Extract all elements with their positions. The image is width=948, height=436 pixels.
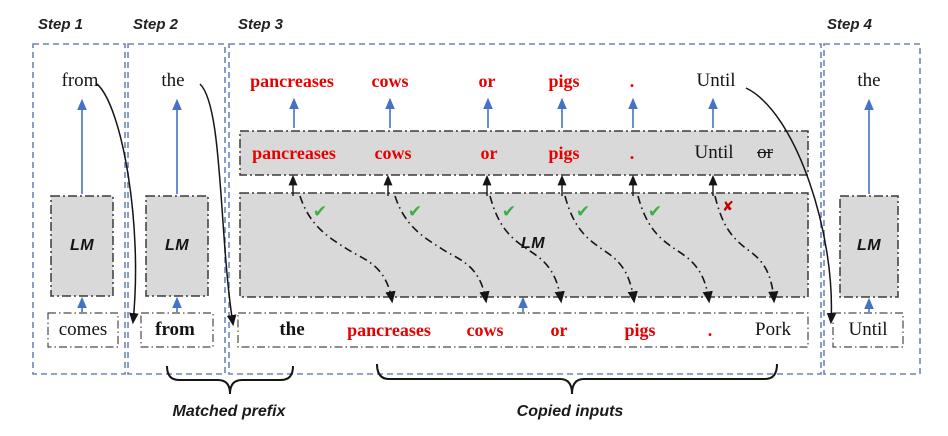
output-token: cows — [371, 71, 409, 91]
verify-up-arrows — [288, 174, 718, 196]
output-token: . — [629, 71, 635, 91]
input-token: Pork — [755, 319, 791, 340]
output-token: or — [478, 71, 496, 91]
draft-token: cows — [374, 143, 412, 163]
input-token: the — [279, 319, 305, 340]
step1-input-box — [47, 312, 119, 348]
next-step-arrows — [96, 83, 837, 327]
draft-token: . — [629, 143, 635, 163]
blue-output-arrows — [77, 97, 874, 194]
accept-check-icon: ✔ — [501, 202, 517, 222]
step3-input-box — [237, 312, 809, 348]
accept-check-icon: ✔ — [647, 202, 663, 222]
output-token: from — [61, 70, 99, 91]
draft-token: Until — [694, 142, 734, 163]
matched-prefix-brace — [166, 365, 294, 395]
step4-box — [823, 43, 921, 375]
step3-draft-band — [239, 130, 809, 176]
step3-box — [228, 43, 822, 375]
step3-label: Step 3 — [238, 16, 284, 33]
step2-input-box — [140, 312, 214, 348]
output-token: pancreases — [250, 71, 334, 91]
copy-curves — [299, 195, 779, 304]
step4-label: Step 4 — [827, 16, 873, 33]
step1-label: Step 1 — [38, 16, 84, 33]
output-token: pigs — [548, 71, 580, 91]
step2-lm-box — [145, 195, 209, 297]
accept-check-icon: ✔ — [312, 202, 328, 222]
rejected-draft-token: or — [757, 142, 773, 163]
input-token: cows — [466, 320, 504, 340]
draft-token: pigs — [548, 143, 580, 163]
input-token: pigs — [624, 320, 656, 340]
accept-check-icon: ✔ — [575, 202, 591, 222]
step4-lm-label: LM — [856, 237, 882, 254]
accept-check-icon: ✔ — [407, 202, 423, 222]
input-token: from — [155, 319, 195, 340]
step2-box — [127, 43, 226, 375]
output-token: the — [857, 70, 881, 91]
braces — [166, 363, 778, 395]
copied-inputs-label: Copied inputs — [516, 403, 624, 420]
output-token: Until — [696, 70, 736, 91]
input-token: comes — [58, 319, 108, 340]
blue-input-arrows — [77, 296, 874, 312]
step1-lm-box — [50, 195, 114, 297]
reject-cross-icon: ✘ — [722, 199, 734, 215]
step4-input-box — [832, 312, 904, 348]
step1-box — [32, 43, 126, 375]
input-token: Until — [848, 319, 888, 340]
draft-token: pancreases — [252, 143, 336, 163]
input-token: or — [550, 320, 568, 340]
matched-prefix-label: Matched prefix — [172, 403, 286, 420]
input-token: pancreases — [347, 320, 431, 340]
step3-lm-label: LM — [520, 235, 546, 252]
input-token: . — [707, 320, 713, 340]
step1-lm-label: LM — [69, 237, 95, 254]
draft-token: or — [480, 143, 498, 163]
step2-lm-label: LM — [164, 237, 190, 254]
output-token: the — [161, 70, 185, 91]
step2-label: Step 2 — [133, 16, 179, 33]
copied-inputs-brace — [376, 363, 778, 395]
step4-lm-box — [839, 195, 899, 298]
